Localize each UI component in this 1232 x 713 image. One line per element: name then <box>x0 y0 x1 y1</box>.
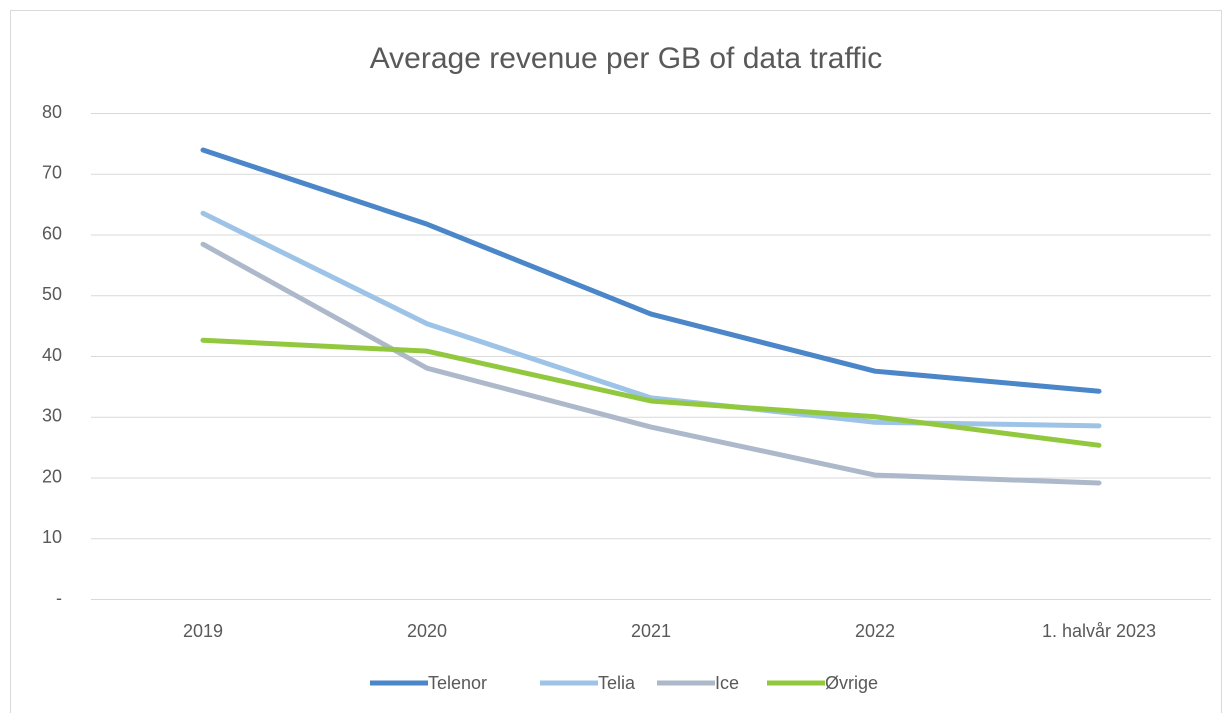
y-tick-label: 30 <box>42 406 62 426</box>
y-tick-label: 50 <box>42 284 62 304</box>
chart-title: Average revenue per GB of data traffic <box>370 42 883 75</box>
x-tick-label: 2020 <box>407 621 447 641</box>
y-tick-label: 60 <box>42 223 62 243</box>
y-tick-label: 70 <box>42 163 62 183</box>
legend-label: Telia <box>598 673 636 693</box>
x-tick-label: 2022 <box>855 621 895 641</box>
y-tick-label: 10 <box>42 527 62 547</box>
series-line <box>200 241 1102 486</box>
legend-label: Ice <box>715 673 739 693</box>
x-tick-label: 1. halvår 2023 <box>1042 621 1156 641</box>
y-tick-label: - <box>56 588 62 608</box>
y-tick-label: 40 <box>42 345 62 365</box>
chart-border <box>10 10 1222 713</box>
legend-label: Telenor <box>428 673 487 693</box>
y-tick-label: 80 <box>42 102 62 122</box>
legend-label: Øvrige <box>825 673 878 693</box>
series-line <box>200 337 1102 448</box>
x-tick-label: 2021 <box>631 621 671 641</box>
y-tick-label: 20 <box>42 466 62 486</box>
series-line <box>200 147 1102 394</box>
x-tick-label: 2019 <box>183 621 223 641</box>
series-line <box>200 210 1102 429</box>
